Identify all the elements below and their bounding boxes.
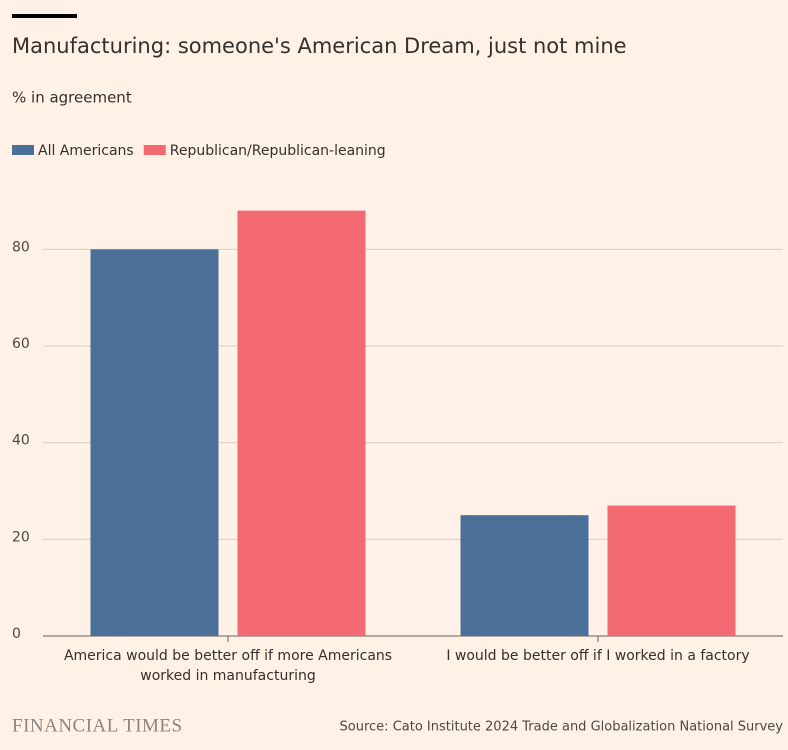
source: Source: Cato Institute 2024 Trade and Gl… (340, 720, 784, 735)
chart-title: Manufacturing: someone's American Dream,… (12, 34, 627, 58)
bar (607, 505, 736, 636)
chart-subtitle: % in agreement (12, 89, 132, 107)
legend-label: All Americans (38, 143, 134, 159)
bar (90, 249, 219, 637)
x-label-box: America would be better off if more Amer… (63, 648, 393, 684)
x-label-box: I would be better off if I worked in a f… (446, 648, 750, 664)
x-tick-label: I would be better off if I worked in a f… (446, 648, 750, 664)
bar (237, 210, 366, 636)
y-tick-label: 20 (12, 529, 30, 545)
ft-bar (12, 14, 77, 18)
legend-swatch (12, 145, 34, 155)
y-tick-label: 80 (12, 239, 30, 255)
legend-swatch (143, 145, 166, 155)
x-tick-label: America would be better off if more Amer… (63, 648, 393, 684)
y-tick-label: 60 (12, 336, 30, 352)
legend-label: Republican/Republican-leaning (170, 143, 386, 159)
y-tick-label: 40 (12, 433, 30, 449)
y-tick-label: 0 (12, 626, 21, 642)
brand: FINANCIAL TIMES (12, 715, 183, 736)
legend: All Americans Republican/Republican-leani… (12, 143, 386, 159)
bar (460, 515, 589, 636)
